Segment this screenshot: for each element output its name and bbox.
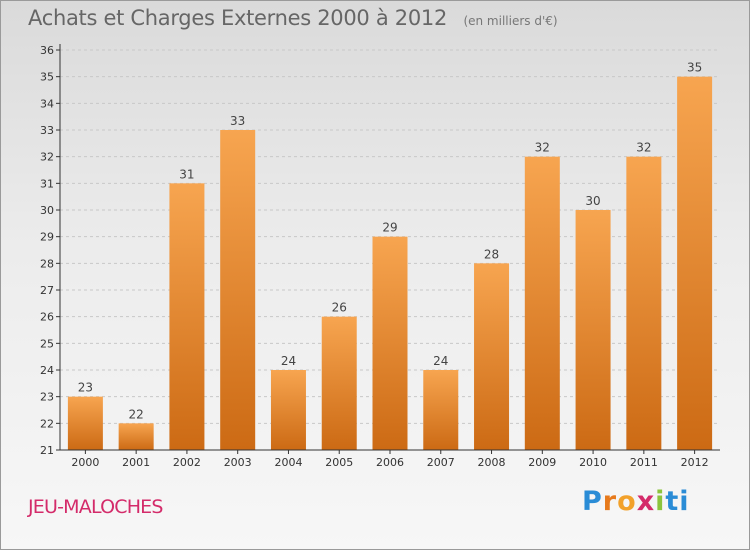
bar bbox=[677, 76, 713, 451]
bar-value-label: 24 bbox=[281, 354, 296, 368]
x-tick-label: 2007 bbox=[427, 456, 455, 469]
bar-value-label: 30 bbox=[585, 194, 600, 208]
y-tick-label: 33 bbox=[40, 124, 54, 137]
logo-letter: o bbox=[617, 486, 637, 517]
x-tick-label: 2009 bbox=[528, 456, 556, 469]
y-tick-label: 29 bbox=[40, 231, 54, 244]
bar bbox=[67, 396, 103, 450]
commune-name: JEU-MALOCHES bbox=[28, 496, 163, 518]
chart-title: Achats et Charges Externes 2000 à 2012 bbox=[28, 6, 448, 30]
bar bbox=[423, 370, 459, 450]
y-tick-label: 34 bbox=[40, 97, 54, 110]
y-tick-label: 28 bbox=[40, 257, 54, 270]
proxiti-logo: Proxiti bbox=[582, 486, 690, 517]
bar-value-label: 33 bbox=[230, 114, 245, 128]
x-tick-label: 2008 bbox=[478, 456, 506, 469]
x-tick-label: 2003 bbox=[224, 456, 252, 469]
chart-title-block: Achats et Charges Externes 2000 à 2012 (… bbox=[28, 6, 558, 30]
y-tick-label: 30 bbox=[40, 204, 54, 217]
x-tick-label: 2010 bbox=[579, 456, 607, 469]
y-tick-label: 21 bbox=[40, 444, 54, 457]
bar-value-label: 24 bbox=[433, 354, 448, 368]
bar bbox=[474, 263, 510, 450]
y-tick-label: 24 bbox=[40, 364, 54, 377]
logo-letter: i bbox=[655, 486, 666, 517]
bar bbox=[169, 183, 205, 451]
bar bbox=[321, 316, 357, 450]
logo-letter: ti bbox=[665, 486, 690, 517]
chart-subtitle: (en milliers d'€) bbox=[463, 14, 558, 28]
logo-letter: r bbox=[602, 486, 618, 517]
bar-value-label: 32 bbox=[636, 141, 651, 155]
y-tick-label: 32 bbox=[40, 151, 54, 164]
y-tick-label: 22 bbox=[40, 417, 54, 430]
y-tick-label: 27 bbox=[40, 284, 54, 297]
x-tick-label: 2012 bbox=[681, 456, 709, 469]
y-tick-label: 23 bbox=[40, 391, 54, 404]
bar-value-label: 28 bbox=[484, 247, 499, 261]
x-tick-label: 2000 bbox=[71, 456, 99, 469]
x-tick-label: 2004 bbox=[274, 456, 302, 469]
y-tick-label: 26 bbox=[40, 311, 54, 324]
bar bbox=[270, 370, 306, 450]
y-tick-label: 31 bbox=[40, 177, 54, 190]
bar-value-label: 35 bbox=[687, 61, 702, 75]
bar bbox=[626, 156, 662, 450]
x-tick-label: 2011 bbox=[630, 456, 658, 469]
bar bbox=[118, 423, 154, 450]
axes: 21 22 23 24 25 26 27 28 29 30 31 32 33 34 35 36 2000 2001… bbox=[40, 44, 720, 469]
logo-letter: x bbox=[636, 486, 656, 517]
bar bbox=[220, 130, 256, 450]
bar-value-label: 22 bbox=[129, 407, 144, 421]
bars: 23 22 31 33 24 26 29 24 28 32 30 32 35 bbox=[67, 61, 713, 451]
x-tick-label: 2001 bbox=[122, 456, 150, 469]
bar bbox=[372, 236, 408, 450]
bar bbox=[524, 156, 560, 450]
x-tick-label: 2005 bbox=[325, 456, 353, 469]
bar-value-label: 29 bbox=[382, 221, 397, 235]
x-tick-label: 2002 bbox=[173, 456, 201, 469]
logo-letter: P bbox=[582, 486, 603, 517]
x-tick-label: 2006 bbox=[376, 456, 404, 469]
bar-value-label: 32 bbox=[535, 141, 550, 155]
bar-value-label: 31 bbox=[179, 167, 194, 181]
bar-value-label: 26 bbox=[332, 301, 347, 315]
bar bbox=[575, 210, 611, 450]
bar-value-label: 23 bbox=[78, 381, 93, 395]
y-tick-label: 36 bbox=[40, 44, 54, 57]
y-tick-label: 25 bbox=[40, 337, 54, 350]
y-tick-label: 35 bbox=[40, 71, 54, 84]
